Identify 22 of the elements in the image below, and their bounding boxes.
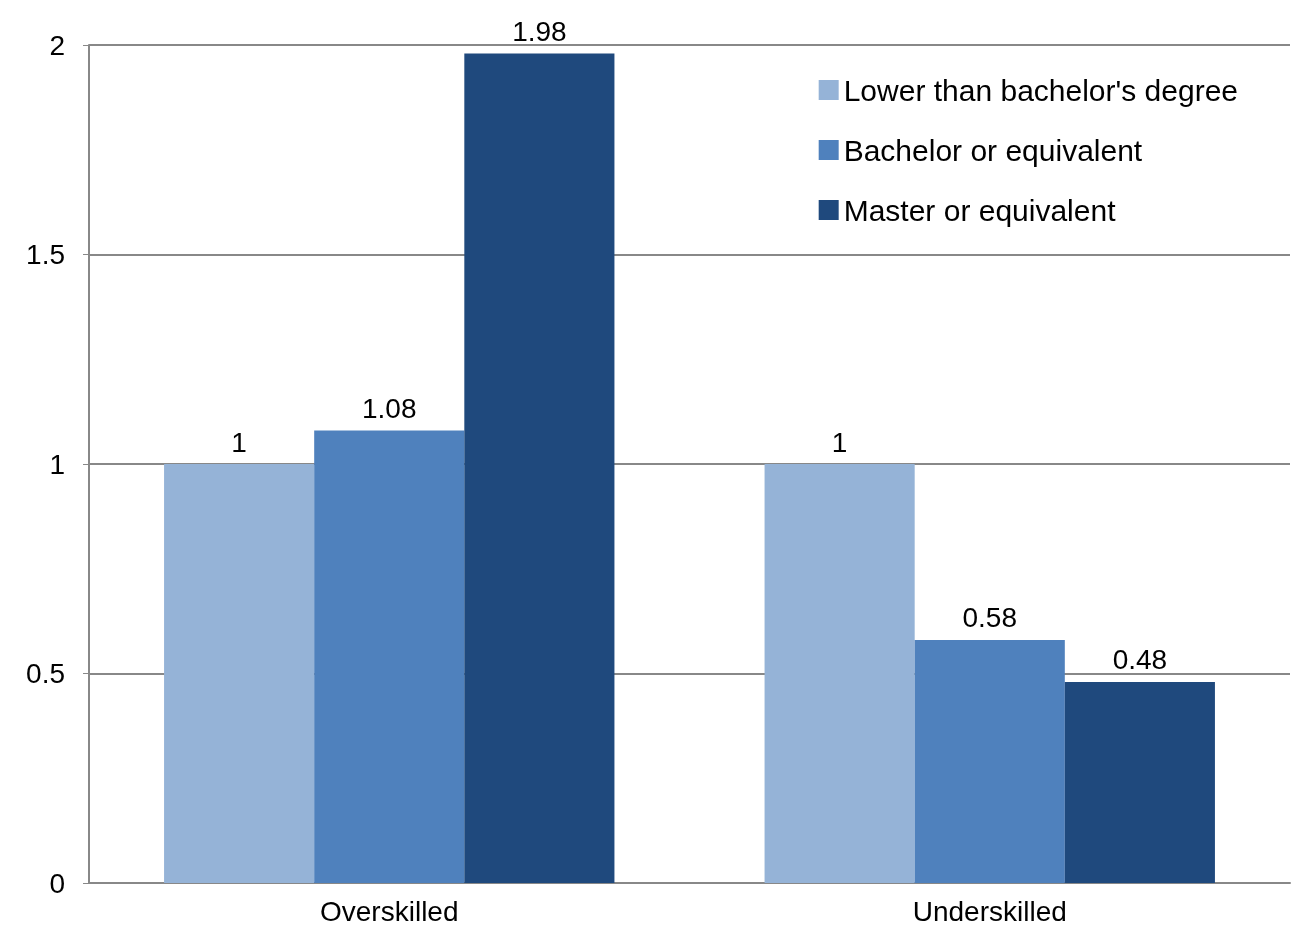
data-label: 1.08 [362,392,417,424]
legend-label: Bachelor or equivalent [843,133,1143,167]
legend-label: Master or equivalent [843,193,1117,227]
x-tick-label: Underskilled [912,895,1067,927]
legend-label: Lower than bachelor's degree [843,73,1239,107]
data-label: 0.48 [1112,644,1168,676]
bar [164,464,315,883]
bar [464,53,615,883]
data-label: 1 [231,426,247,458]
x-tick-label: Overskilled [320,895,459,927]
y-tick-label: 1.5 [26,239,65,270]
bar [914,639,1065,883]
bar [764,464,915,883]
y-tick-label: 0 [49,867,65,899]
data-label: 1 [831,426,848,458]
data-label: 0.58 [962,602,1017,634]
bar [314,430,465,883]
data-label: 1.98 [512,15,567,47]
y-tick-label: 0.5 [26,658,65,689]
y-tick-label: 1 [49,448,65,480]
bar [1064,681,1215,883]
y-tick-label: 2 [49,29,65,61]
